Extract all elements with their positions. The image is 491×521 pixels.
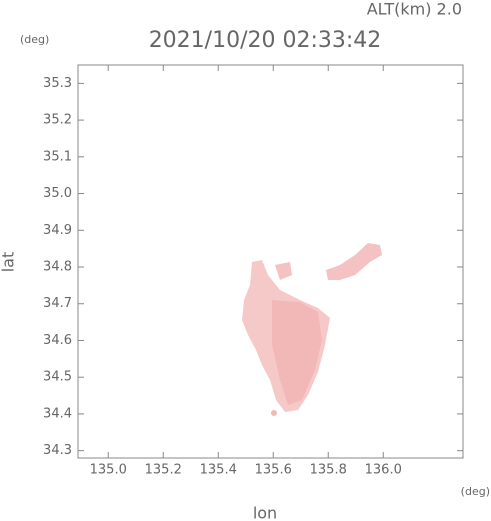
x-tick-label: 135.0: [90, 463, 127, 478]
y-tick-label: 34.7: [43, 296, 72, 311]
chart-title: 2021/10/20 02:33:42: [149, 28, 382, 53]
echo-spot: [271, 410, 277, 416]
y-tick-label: 34.3: [43, 443, 72, 458]
y-unit: (deg): [20, 33, 49, 46]
echo-core: [272, 300, 322, 405]
y-tick-label: 34.9: [43, 223, 72, 238]
altitude-label: ALT(km) 2.0: [367, 0, 462, 19]
echo-region: [242, 243, 382, 416]
x-tick-label: 136.0: [365, 463, 402, 478]
x-axis-label: lon: [253, 504, 277, 521]
y-tick-label: 35.2: [43, 113, 72, 128]
plot-frame: [77, 64, 464, 459]
x-tick-label: 135.4: [200, 463, 237, 478]
y-axis-label: lat: [0, 252, 18, 273]
echo-area: [326, 243, 382, 280]
y-tick-label: 35.0: [43, 186, 72, 201]
x-tick-label: 135.6: [255, 463, 292, 478]
y-tick-label: 35.1: [43, 149, 72, 164]
x-tick-label: 135.8: [310, 463, 347, 478]
y-tick-label: 34.4: [43, 406, 72, 421]
y-tick-label: 34.6: [43, 333, 72, 348]
y-tick-label: 35.3: [43, 76, 72, 91]
y-tick-label: 34.5: [43, 370, 72, 385]
x-tick-label: 135.2: [145, 463, 182, 478]
y-tick-label: 34.8: [43, 260, 72, 275]
echo-area: [275, 262, 292, 280]
x-unit: (deg): [461, 485, 490, 498]
